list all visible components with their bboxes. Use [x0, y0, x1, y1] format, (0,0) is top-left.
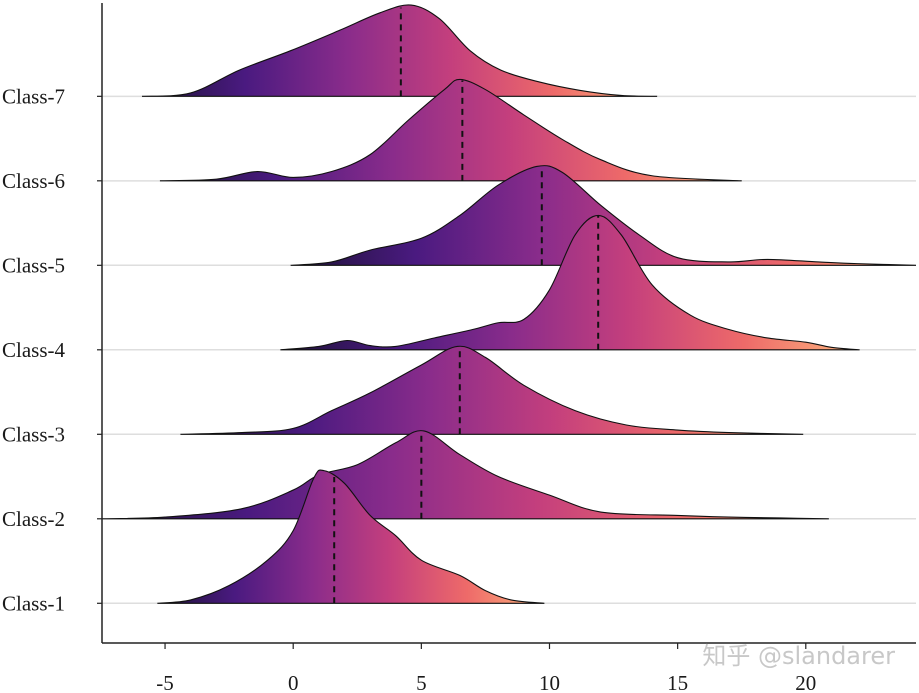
- x-tick-label: -5: [156, 671, 174, 693]
- y-tick-label: Class-2: [2, 507, 65, 531]
- x-tick-label: 10: [539, 671, 560, 693]
- ridge: [159, 78, 742, 182]
- y-tick-label: Class-7: [2, 84, 65, 108]
- watermark: 知乎 @slandarer: [702, 642, 895, 670]
- y-tick-label: Class-5: [2, 253, 65, 277]
- ridge: [280, 214, 860, 351]
- ridge: [180, 345, 804, 435]
- y-tick-label: Class-3: [2, 422, 65, 446]
- ridge: [157, 469, 545, 604]
- ridge: [141, 4, 658, 97]
- y-tick-label: Class-1: [2, 591, 65, 615]
- x-tick-label: 5: [416, 671, 427, 693]
- ridge: [101, 430, 829, 520]
- x-tick-label: 0: [288, 671, 299, 693]
- x-tick-label: 15: [667, 671, 688, 693]
- x-tick-label: 20: [795, 671, 816, 693]
- y-tick-label: Class-4: [2, 338, 66, 362]
- ridge: [290, 165, 917, 266]
- y-tick-label: Class-6: [2, 169, 65, 193]
